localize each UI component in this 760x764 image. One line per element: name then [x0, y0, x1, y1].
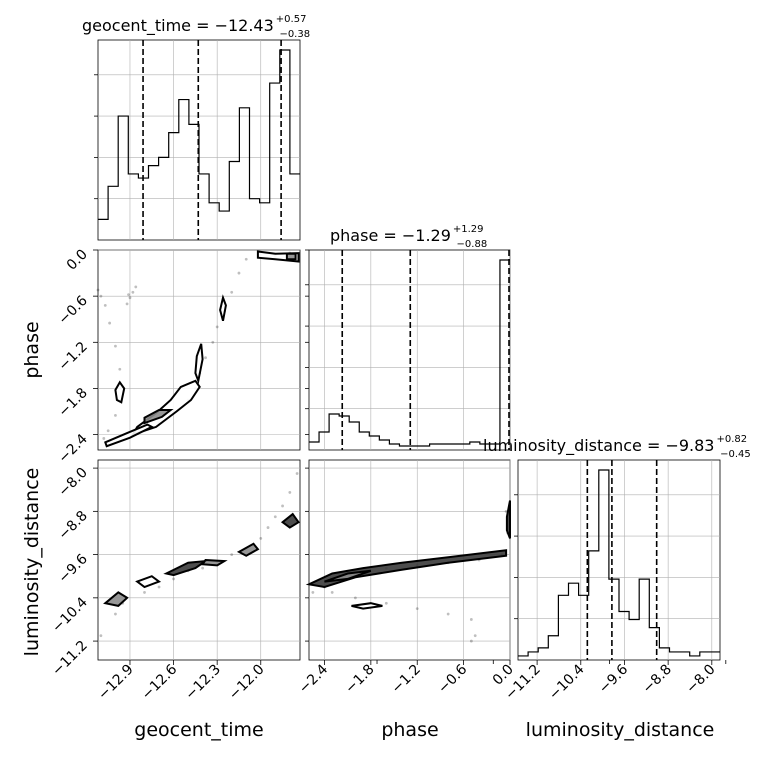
scatter-point [244, 257, 248, 261]
scatter-point [288, 491, 292, 494]
scatter-point [415, 607, 419, 611]
hist-step-luminosity_distance [518, 469, 720, 657]
panel-hist-luminosity_distance [517, 459, 721, 661]
scatter-point [114, 612, 117, 616]
xtick-label-phase: −2.4 [296, 661, 331, 696]
scatter-point [311, 591, 315, 594]
scatter-point [99, 294, 103, 298]
xtick-label-luminosity_distance: −8.8 [640, 662, 675, 697]
scatter-point [102, 437, 106, 440]
scatter-point [446, 612, 450, 616]
scatter-point [99, 634, 103, 638]
scatter-point [273, 515, 277, 519]
contour-phase_vs_luminosity_distance [324, 569, 372, 583]
scatter-point [106, 429, 110, 433]
hist-step-phase [309, 259, 510, 447]
scatter-point [295, 472, 299, 475]
scatter-point [172, 577, 175, 581]
contour-geocent_time_vs_phase [104, 423, 155, 448]
scatter-point [125, 302, 129, 306]
scatter-point [230, 553, 234, 556]
scatter-point [281, 504, 284, 508]
contour-geocent_time_vs_phase [219, 294, 227, 322]
scatter-point [473, 634, 477, 638]
ytick-label-phase: −2.4 [55, 431, 90, 466]
xtick-label-phase: −1.2 [389, 662, 424, 697]
scatter-point [157, 585, 161, 589]
ytick-label-luminosity_distance: −11.2 [49, 638, 91, 680]
panel-geocent_time-vs-luminosity_distance [97, 459, 301, 661]
contour-geocent_time_vs_luminosity_distance [280, 512, 300, 529]
scatter-point [469, 618, 473, 621]
scatter-point [353, 596, 357, 600]
ytick-label-luminosity_distance: −8.0 [55, 465, 90, 500]
scatter-point [96, 288, 100, 292]
xlabel-phase: phase [381, 719, 438, 741]
ylabel-phase: phase [21, 321, 43, 378]
scatter-point [127, 293, 130, 297]
scatter-point [108, 321, 112, 325]
xtick-label-luminosity_distance: −9.6 [596, 661, 631, 696]
contour-geocent_time_vs_phase [194, 343, 204, 385]
ytick-label-luminosity_distance: −8.8 [55, 508, 90, 543]
scatter-point [201, 566, 205, 570]
xtick-label-geocent_time: −12.3 [182, 662, 224, 704]
contour-phase_vs_luminosity_distance [305, 549, 508, 589]
xtick-label-geocent_time: −12.9 [95, 662, 137, 704]
contour-geocent_time_vs_luminosity_distance [200, 558, 228, 567]
xtick-label-phase: −0.6 [435, 661, 470, 696]
scatter-point [143, 591, 146, 594]
scatter-point [211, 340, 215, 344]
scatter-point [134, 285, 138, 289]
scatter-point [384, 601, 388, 605]
scatter-point [131, 290, 135, 294]
contour-geocent_time_vs_phase [285, 252, 297, 261]
xlabel-luminosity_distance: luminosity_distance [526, 719, 715, 741]
contour-geocent_time_vs_luminosity_distance [103, 591, 129, 607]
scatter-point [330, 591, 334, 594]
xtick-label-geocent_time: −12.6 [139, 661, 181, 703]
title-geocent_time: geocent_time = −12.43 +0.57 −0.38 [82, 14, 310, 40]
xtick-label-luminosity_distance: −8.0 [683, 662, 718, 697]
contour-geocent_time_vs_luminosity_distance [163, 559, 210, 577]
xtick-label-luminosity_distance: −10.4 [546, 661, 588, 703]
scatter-point [237, 271, 241, 275]
scatter-point [266, 526, 270, 529]
xtick-label-geocent_time: −12.0 [226, 662, 268, 704]
ylabel-luminosity_distance: luminosity_distance [21, 468, 43, 657]
scatter-point [259, 536, 263, 540]
contour-phase_vs_luminosity_distance [351, 602, 383, 610]
scatter-point [230, 290, 234, 294]
contour-phase_vs_luminosity_distance [505, 500, 511, 539]
contour-geocent_time_vs_luminosity_distance [135, 575, 162, 589]
scatter-point [114, 413, 117, 417]
scatter-point [128, 296, 132, 300]
ytick-label-phase: 0.0 [64, 247, 91, 274]
contour-geocent_time_vs_luminosity_distance [236, 542, 260, 557]
ytick-label-luminosity_distance: −10.4 [49, 594, 91, 636]
title-phase: phase = −1.29 +1.29 −0.88 [330, 224, 487, 250]
contour-geocent_time_vs_phase [114, 380, 126, 404]
ytick-label-phase: −1.8 [55, 385, 90, 420]
scatter-point [215, 325, 219, 329]
xtick-label-phase: −1.8 [342, 662, 377, 697]
scatter-point [469, 639, 473, 643]
ytick-label-luminosity_distance: −9.6 [55, 551, 90, 586]
xlabel-geocent_time: geocent_time [134, 719, 263, 741]
ytick-label-phase: −0.6 [55, 293, 90, 328]
scatter-point [118, 367, 122, 371]
scatter-point [204, 356, 207, 360]
title-luminosity_distance: luminosity_distance = −9.83 +0.82 −0.45 [483, 434, 751, 460]
ytick-label-phase: −1.2 [55, 339, 90, 374]
scatter-point [114, 344, 117, 348]
contour-geocent_time_vs_phase [143, 409, 174, 425]
scatter-point [103, 303, 107, 307]
